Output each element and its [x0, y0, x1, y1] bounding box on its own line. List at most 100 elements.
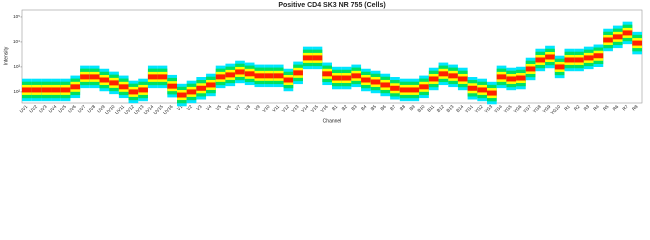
x-tick-label: V13	[290, 104, 300, 114]
density-band	[332, 75, 342, 81]
density-band	[60, 87, 71, 93]
density-band	[206, 82, 216, 88]
x-tick-label: V16	[319, 104, 329, 114]
x-tick-label: B11	[426, 104, 435, 113]
density-band	[118, 84, 129, 90]
density-band	[525, 66, 536, 72]
x-tick-label: V5	[215, 104, 223, 112]
density-band	[632, 40, 642, 46]
x-tick-label: UV13	[133, 104, 145, 116]
density-band	[457, 76, 468, 82]
density-band	[138, 87, 148, 93]
density-band	[545, 54, 555, 60]
density-band	[99, 77, 110, 83]
density-band	[593, 53, 604, 59]
x-tick-label: R7	[621, 104, 629, 112]
x-tick-label: V14	[300, 104, 310, 114]
x-tick-label: R3	[583, 104, 591, 112]
chart: Positive CD4 SK3 NR 755 (Cells) Channel …	[3, 2, 643, 124]
x-tick-label: UV15	[153, 104, 165, 116]
density-band	[341, 75, 352, 81]
density-band	[89, 74, 100, 80]
x-tick-label: B8	[399, 104, 407, 112]
density-band	[516, 75, 526, 81]
density-band	[254, 73, 265, 79]
x-tick-label: YG7	[522, 104, 532, 114]
x-tick-label: UV9	[96, 104, 106, 114]
x-tick-label: B6	[379, 104, 387, 112]
density-band	[41, 87, 52, 93]
density-band	[264, 73, 274, 79]
density-band	[477, 87, 487, 93]
density-band	[128, 89, 139, 95]
density-band	[370, 79, 381, 85]
y-axis-label: Intensity	[3, 46, 9, 65]
density-band	[196, 85, 207, 91]
x-tick-label: YG10	[550, 104, 562, 116]
x-tick-label: UV4	[48, 104, 58, 114]
x-tick-label: UV6	[67, 104, 77, 114]
x-tick-label: R1	[563, 104, 571, 112]
x-tick-label: V6	[224, 104, 232, 112]
density-band	[215, 74, 226, 80]
x-tick-label: B5	[370, 104, 378, 112]
density-band	[157, 74, 168, 80]
x-tick-label: V10	[261, 104, 271, 114]
density-band	[428, 76, 439, 82]
x-tick-label: YG4	[493, 104, 503, 114]
density-band	[302, 55, 313, 61]
density-band	[177, 92, 187, 98]
density-band	[535, 57, 546, 63]
x-tick-label: B9	[408, 104, 416, 112]
density-band	[399, 87, 410, 93]
x-tick-label: B14	[455, 104, 465, 114]
x-tick-label: V9	[253, 104, 261, 112]
x-tick-label: V3	[195, 104, 203, 112]
x-tick-label: B13	[445, 104, 455, 114]
y-tick-label: 10⁵	[13, 14, 20, 19]
density-band	[31, 87, 42, 93]
density-band	[467, 85, 478, 91]
x-tick-label: YG9	[542, 104, 552, 114]
density-band	[22, 87, 32, 93]
x-tick-label: UV1	[19, 104, 29, 114]
chart-title: Positive CD4 SK3 NR 755 (Cells)	[278, 2, 385, 9]
density-band	[235, 69, 245, 75]
x-tick-label: B4	[360, 104, 368, 112]
density-band	[612, 34, 623, 40]
density-band	[80, 74, 90, 80]
x-tick-label: UV16	[162, 104, 174, 116]
density-band	[244, 71, 255, 77]
density-band	[506, 76, 517, 82]
density-band	[147, 74, 158, 80]
density-band	[109, 80, 119, 86]
x-tick-label: B10	[416, 104, 426, 114]
x-tick-label: UV7	[77, 104, 87, 114]
x-tick-label: UV2	[28, 104, 38, 114]
x-tick-label: B12	[436, 104, 446, 114]
x-tick-label: R8	[631, 104, 639, 112]
x-tick-label: YG1	[464, 104, 474, 114]
density-band	[225, 72, 236, 78]
density-band	[487, 90, 497, 96]
x-tick-label: YG8	[532, 104, 542, 114]
density-band	[273, 73, 284, 79]
x-tick-label: R4	[592, 104, 600, 112]
x-tick-label: UV5	[57, 104, 67, 114]
x-tick-label: B1	[331, 104, 339, 112]
x-tick-label: V4	[205, 104, 213, 112]
density-band	[351, 73, 362, 79]
x-tick-label: YG6	[513, 104, 523, 114]
density-band	[322, 71, 332, 77]
density-band	[448, 73, 458, 79]
density-band	[554, 64, 565, 70]
density-band	[390, 85, 400, 91]
x-axis-label: Channel	[323, 118, 342, 124]
density-band	[564, 57, 575, 63]
density-band	[361, 77, 371, 83]
x-tick-label: V15	[310, 104, 320, 114]
density-band	[409, 87, 420, 93]
density-band	[167, 83, 177, 89]
x-tick-label: V11	[271, 104, 280, 113]
x-tick-label: V8	[244, 104, 252, 112]
